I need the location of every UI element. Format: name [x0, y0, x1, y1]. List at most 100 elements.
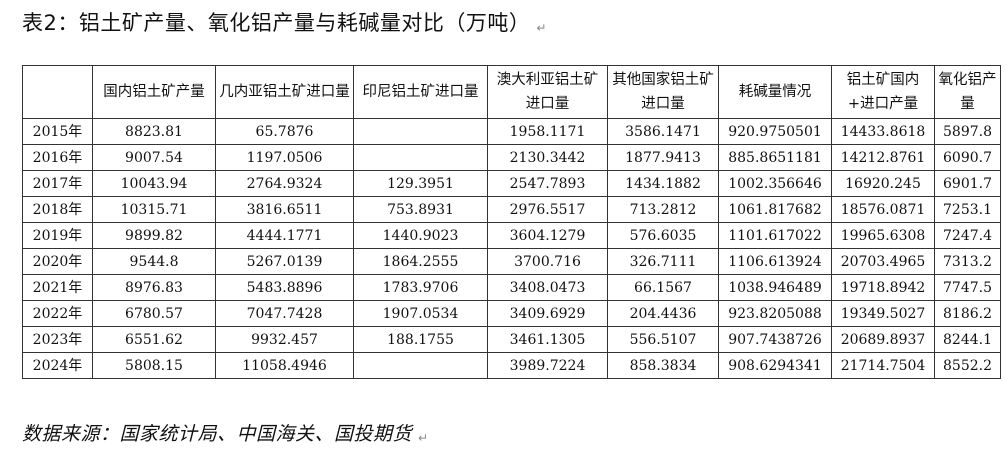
cell-domestic-bauxite: 6551.62 [92, 326, 216, 353]
cell-indonesia-import: 1907.0534 [353, 300, 488, 327]
header-cell-other-import: 其他国家铝土矿进口量 [607, 65, 719, 119]
cell-guinea-import: 7047.7428 [215, 300, 354, 327]
cell-domestic-bauxite: 9544.8 [92, 248, 216, 275]
cell-australia-import: 3604.1279 [487, 222, 608, 249]
source-note-text: 数据来源：国家统计局、中国海关、国投期货 [22, 423, 413, 445]
cell-australia-import: 2976.5517 [487, 196, 608, 223]
cell-other-import: 713.2812 [607, 196, 719, 223]
cell-year: 2020年 [22, 248, 93, 275]
cell-alkali-consumption: 908.6294341 [718, 352, 832, 379]
cell-domestic-bauxite: 10043.94 [92, 170, 216, 197]
cell-other-import: 66.1567 [607, 274, 719, 301]
cell-year: 2023年 [22, 326, 93, 353]
cell-total-bauxite: 18576.0871 [831, 196, 935, 223]
cell-australia-import: 3989.7224 [487, 352, 608, 379]
table-title: 表2：铝土矿产量、氧化铝产量与耗碱量对比（万吨） ↵ [22, 8, 547, 43]
cell-total-bauxite: 21714.7504 [831, 352, 935, 379]
cell-alkali-consumption: 920.9750501 [718, 118, 832, 145]
table-row: 2024年 5808.15 11058.4946 3989.7224 858.3834 9… [22, 352, 1001, 379]
header-cell-year [22, 65, 93, 119]
cell-guinea-import: 9932.457 [215, 326, 354, 353]
cell-indonesia-import: 753.8931 [353, 196, 488, 223]
table-row: 2020年 9544.8 5267.0139 1864.2555 3700.716 326… [22, 248, 1001, 275]
table-row: 2023年 6551.62 9932.457 188.1755 3461.1305 556… [22, 326, 1001, 353]
cell-total-bauxite: 14433.8618 [831, 118, 935, 145]
cell-guinea-import: 1197.0506 [215, 144, 354, 171]
cell-australia-import: 3408.0473 [487, 274, 608, 301]
cell-other-import: 576.6035 [607, 222, 719, 249]
cell-year: 2015年 [22, 118, 93, 145]
cell-total-bauxite: 20689.8937 [831, 326, 935, 353]
cell-domestic-bauxite: 8976.83 [92, 274, 216, 301]
cell-indonesia-import [353, 118, 488, 145]
cell-alumina-output: 7253.1 [934, 196, 1001, 223]
cell-other-import: 858.3834 [607, 352, 719, 379]
cell-alkali-consumption: 923.8205088 [718, 300, 832, 327]
cell-alkali-consumption: 1106.613924 [718, 248, 832, 275]
cell-australia-import: 1958.1171 [487, 118, 608, 145]
cell-year: 2016年 [22, 144, 93, 171]
cell-total-bauxite: 16920.245 [831, 170, 935, 197]
cell-year: 2019年 [22, 222, 93, 249]
cell-other-import: 204.4436 [607, 300, 719, 327]
cell-alumina-output: 6090.7 [934, 144, 1001, 171]
cell-australia-import: 3700.716 [487, 248, 608, 275]
paragraph-mark-icon: ↵ [536, 21, 547, 35]
cell-alumina-output: 8552.2 [934, 352, 1001, 379]
cell-alkali-consumption: 885.8651181 [718, 144, 832, 171]
cell-guinea-import: 2764.9324 [215, 170, 354, 197]
cell-other-import: 1877.9413 [607, 144, 719, 171]
cell-alkali-consumption: 1002.356646 [718, 170, 832, 197]
cell-alkali-consumption: 907.7438726 [718, 326, 832, 353]
cell-indonesia-import [353, 144, 488, 171]
cell-year: 2022年 [22, 300, 93, 327]
cell-total-bauxite: 20703.4965 [831, 248, 935, 275]
table-row: 2015年 8823.81 65.7876 1958.1171 3586.1471 920… [22, 118, 1001, 145]
table-row: 2017年 10043.94 2764.9324 129.3951 2547.7893 1… [22, 170, 1001, 197]
cell-australia-import: 2130.3442 [487, 144, 608, 171]
table-row: 2016年 9007.54 1197.0506 2130.3442 1877.9413 8… [22, 144, 1001, 171]
cell-domestic-bauxite: 8823.81 [92, 118, 216, 145]
cell-domestic-bauxite: 9899.82 [92, 222, 216, 249]
cell-domestic-bauxite: 9007.54 [92, 144, 216, 171]
cell-guinea-import: 65.7876 [215, 118, 354, 145]
header-row: 国内铝土矿产量 几内亚铝土矿进口量 印尼铝土矿进口量 澳大利亚铝土矿进口量 其他… [22, 65, 1001, 119]
cell-alumina-output: 7313.2 [934, 248, 1001, 275]
cell-alumina-output: 7747.5 [934, 274, 1001, 301]
cell-alkali-consumption: 1061.817682 [718, 196, 832, 223]
cell-total-bauxite: 19965.6308 [831, 222, 935, 249]
cell-domestic-bauxite: 6780.57 [92, 300, 216, 327]
cell-guinea-import: 4444.1771 [215, 222, 354, 249]
paragraph-mark-icon: ↵ [418, 431, 429, 445]
cell-alumina-output: 6901.7 [934, 170, 1001, 197]
header-cell-indonesia-import: 印尼铝土矿进口量 [353, 65, 488, 119]
cell-guinea-import: 5483.8896 [215, 274, 354, 301]
header-cell-australia-import: 澳大利亚铝土矿进口量 [487, 65, 608, 119]
cell-domestic-bauxite: 5808.15 [92, 352, 216, 379]
cell-guinea-import: 5267.0139 [215, 248, 354, 275]
cell-other-import: 3586.1471 [607, 118, 719, 145]
cell-indonesia-import [353, 352, 488, 379]
cell-alkali-consumption: 1101.617022 [718, 222, 832, 249]
cell-indonesia-import: 1864.2555 [353, 248, 488, 275]
source-note: 数据来源：国家统计局、中国海关、国投期货 ↵ [22, 420, 429, 452]
table-row: 2019年 9899.82 4444.1771 1440.9023 3604.1279 5… [22, 222, 1001, 249]
cell-alumina-output: 7247.4 [934, 222, 1001, 249]
cell-total-bauxite: 19718.8942 [831, 274, 935, 301]
header-cell-guinea-import: 几内亚铝土矿进口量 [215, 65, 354, 119]
cell-indonesia-import: 1783.9706 [353, 274, 488, 301]
header-cell-alkali-consumption: 耗碱量情况 [718, 65, 832, 119]
table-row: 2021年 8976.83 5483.8896 1783.9706 3408.0473 6… [22, 274, 1001, 301]
cell-year: 2021年 [22, 274, 93, 301]
cell-australia-import: 3461.1305 [487, 326, 608, 353]
cell-alumina-output: 5897.8 [934, 118, 1001, 145]
cell-guinea-import: 11058.4946 [215, 352, 354, 379]
table-row: 2022年 6780.57 7047.7428 1907.0534 3409.6929 2… [22, 300, 1001, 327]
header-cell-alumina-output: 氧化铝产量 [934, 65, 1001, 119]
header-cell-total-bauxite: 铝土矿国内+进口产量 [831, 65, 935, 119]
cell-total-bauxite: 14212.8761 [831, 144, 935, 171]
table-title-text: 表2：铝土矿产量、氧化铝产量与耗碱量对比（万吨） [22, 11, 531, 35]
cell-alkali-consumption: 1038.946489 [718, 274, 832, 301]
cell-australia-import: 3409.6929 [487, 300, 608, 327]
cell-year: 2017年 [22, 170, 93, 197]
